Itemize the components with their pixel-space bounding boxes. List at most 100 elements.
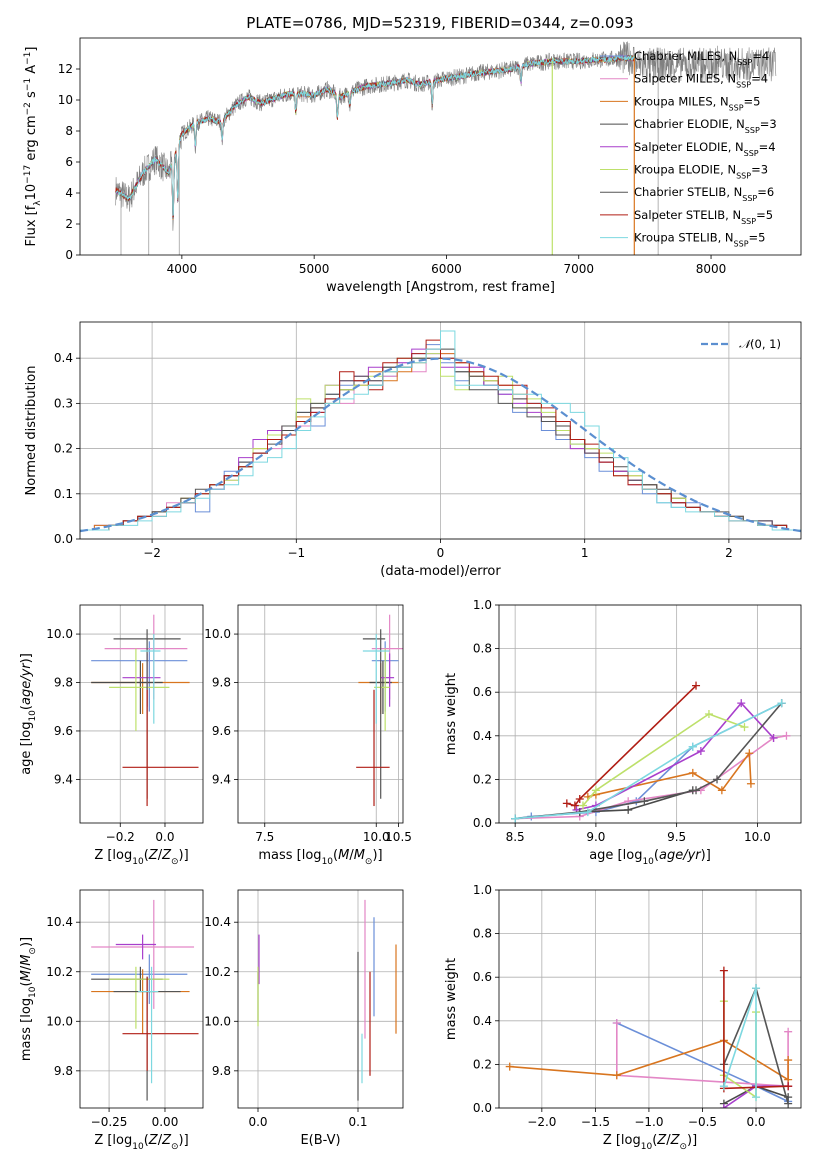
legend-label: Salpeter ELODIE, NSSP=4 <box>634 140 776 158</box>
weight-line-kroupa-stelib <box>515 702 782 820</box>
legend-subscript: SSP <box>734 239 749 248</box>
spectrum-lines <box>115 41 777 255</box>
label-part: M <box>19 970 34 981</box>
label-part: ( <box>654 848 659 863</box>
label-part: M <box>338 848 349 863</box>
legend-series-name: Salpeter MILES, N <box>634 72 736 86</box>
label-part: ( <box>144 848 149 863</box>
label-part: )] <box>372 848 382 863</box>
y-axis-label: Normed distribution <box>24 366 39 496</box>
x-tick-label: 10.0 <box>744 830 771 844</box>
x-tick-label: 9.0 <box>586 830 605 844</box>
x-tick-label: 7000 <box>563 262 594 276</box>
weight-point-salpeter-stelib <box>570 801 579 810</box>
y-axis-label: mass [log10(M/M⊙)] <box>19 937 38 1061</box>
label-part: 10 <box>322 857 334 867</box>
y-tick-label: 9.4 <box>212 772 231 786</box>
label-part: ( <box>19 705 34 710</box>
weight-point-salpeter-elodie <box>737 699 746 708</box>
x-tick-label: −0.5 <box>688 1115 717 1129</box>
weight-point-salpeter-elodie <box>719 1104 728 1108</box>
weight-point-kroupa-stelib <box>777 699 786 708</box>
weight-point-kroupa-miles <box>746 779 755 788</box>
legend-series-name: Chabrier ELODIE, N <box>634 117 745 131</box>
weight-point-salpeter-stelib <box>719 966 728 975</box>
model-fit-line-salpeter-elodie <box>115 54 635 217</box>
label-part: 10 <box>642 857 654 867</box>
label-part: )] <box>19 937 34 947</box>
panel-z_vs_age: −0.2 0.09.49.69.810.0Z [log10(Z/Z⊙)]age [… <box>19 604 204 867</box>
weight-point-salpeter-elodie <box>696 747 705 756</box>
y-axis-label: age [log10(age/yr)] <box>19 653 38 775</box>
label-part: 10 <box>132 1142 144 1152</box>
label-part: −1 <box>23 78 33 91</box>
label-part: Z [log <box>603 1133 641 1148</box>
label-part: / <box>349 848 354 863</box>
legend-series-name: Kroupa MILES, N <box>634 94 729 108</box>
y-tick-label: 4 <box>65 186 73 200</box>
label-part: Z <box>161 1133 172 1148</box>
errorbars <box>356 614 403 807</box>
weight-point-kroupa-miles <box>784 1056 793 1065</box>
label-part: 10 <box>28 986 38 998</box>
y-tick-label: 0.2 <box>473 772 492 786</box>
y-tick-label: 10.4 <box>46 915 73 929</box>
y-tick-label: 8 <box>65 124 73 138</box>
y-axis-label: Flux [fλ10−17 erg cm−2 s−1 A−1] <box>23 47 43 247</box>
weight-point-kroupa-miles <box>688 768 697 777</box>
y-tick-label: 0.1 <box>54 487 73 501</box>
x-tick-label: 8.5 <box>506 830 525 844</box>
label-part: Z <box>148 848 159 863</box>
legend-count: =5 <box>749 231 766 245</box>
y-tick-label: 10.0 <box>204 627 231 641</box>
weight-point-salpeter-stelib <box>562 799 571 808</box>
label-part: ⊙ <box>679 1142 687 1152</box>
label-part: ( <box>652 1133 657 1148</box>
label-part: Z [log <box>94 848 132 863</box>
x-tick-label: 7.5 <box>255 830 274 844</box>
y-tick-label: 0.3 <box>54 396 73 410</box>
label-part: Z <box>148 1133 159 1148</box>
weight-point-salpeter-miles <box>782 731 791 740</box>
weight-line-kroupa-miles <box>587 750 752 798</box>
x-axis-label: Z [log10(Z/Z⊙)] <box>603 1133 697 1152</box>
spectrum-legend: Chabrier MILES, N SSP =4 Salpeter MILES, N S… <box>600 49 777 248</box>
weight-point-kroupa-stelib <box>752 1093 761 1102</box>
weight-point-kroupa-elodie <box>740 723 749 732</box>
legend-count: =3 <box>751 163 768 177</box>
x-tick-label: 0 <box>437 546 445 560</box>
x-axis-label: Z [log10(Z/Z⊙)] <box>94 848 188 867</box>
gaussian-curve <box>80 357 801 533</box>
label-part: )] <box>179 848 189 863</box>
legend-series-name: Chabrier MILES, N <box>634 49 737 63</box>
label-part: age [log <box>19 722 34 775</box>
x-tick-label: −2.0 <box>527 1115 556 1129</box>
model-fit-line-chabrier-stelib <box>115 54 635 220</box>
y-tick-label: 0.0 <box>54 532 73 546</box>
histogram-kroupa-stelib <box>80 330 801 531</box>
y-tick-label: 1.0 <box>473 598 492 612</box>
legend-count: =4 <box>752 49 769 63</box>
panel-spectrum: 4000 5000 6000 7000 8000 0 2 4 6 8 10 12 wavelength … <box>23 37 802 295</box>
weight-point-chabrier-stelib <box>784 1099 793 1108</box>
x-tick-label: 0.0 <box>248 1115 267 1129</box>
model-fit-line-chabrier-miles <box>115 54 635 218</box>
legend-subscript: SSP <box>741 216 756 225</box>
legend-count: =3 <box>760 117 777 131</box>
weight-point-chabrier-miles <box>632 797 641 806</box>
axes-frame <box>79 604 204 824</box>
label-part: Z <box>161 848 172 863</box>
x-tick-label: 4000 <box>167 262 198 276</box>
y-tick-label: 0.0 <box>473 1101 492 1115</box>
y-tick-label: 9.6 <box>54 724 73 738</box>
label-part: ⊙ <box>171 857 179 867</box>
legend-series-name: Salpeter ELODIE, N <box>634 140 744 154</box>
x-tick-label: 6000 <box>431 262 462 276</box>
label-part: A <box>24 65 39 78</box>
x-axis-label: Z [log10(Z/Z⊙)] <box>94 1133 188 1152</box>
legend-count: =6 <box>757 185 774 199</box>
weight-lines <box>511 681 791 823</box>
legend-series-name: Kroupa STELIB, N <box>634 231 734 245</box>
y-tick-label: 0.0 <box>473 816 492 830</box>
y-tick-label: 9.8 <box>212 1064 231 1078</box>
